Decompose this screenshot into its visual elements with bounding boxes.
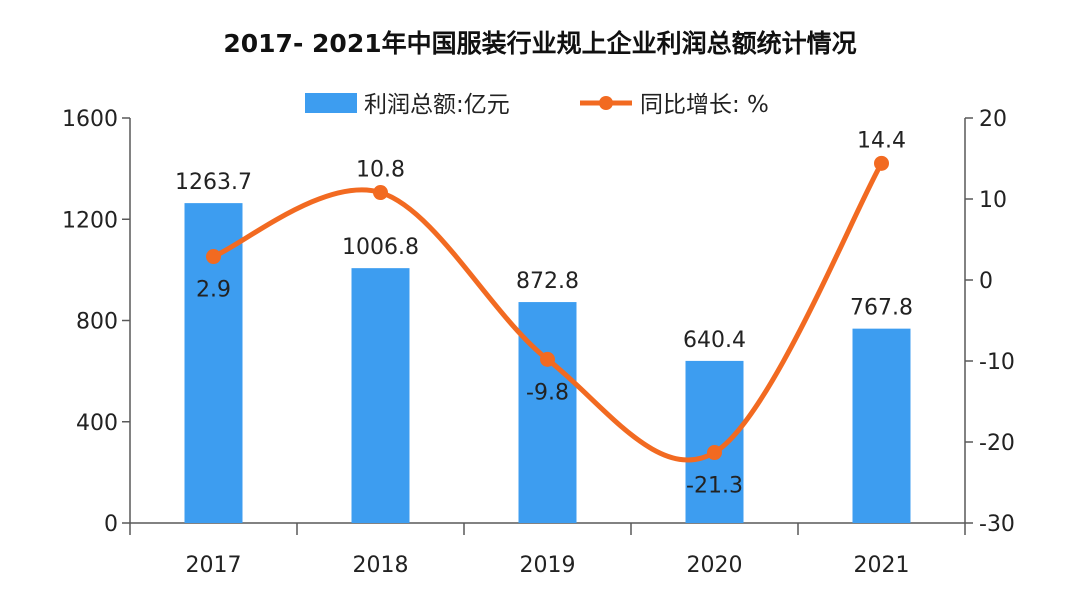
legend-line-marker [599, 96, 613, 110]
growth-value-label: 10.8 [356, 158, 405, 183]
right-tick-label: 10 [979, 188, 1007, 213]
legend-line-label: 同比增长: % [640, 92, 769, 118]
left-tick-label: 400 [76, 411, 118, 436]
bar-value-label: 767.8 [850, 296, 913, 321]
growth-point-2017 [206, 249, 221, 265]
bar-2021 [852, 328, 911, 523]
growth-point-2021 [874, 155, 889, 171]
growth-point-2018 [373, 185, 388, 201]
left-tick-label: 1200 [62, 208, 118, 233]
growth-value-label: -21.3 [686, 474, 743, 499]
left-tick-label: 0 [104, 512, 118, 537]
legend-bar-swatch [305, 93, 357, 113]
bar-2020 [685, 360, 744, 523]
legend-bar-label: 利润总额:亿元 [364, 92, 510, 118]
right-tick-label: -10 [979, 350, 1015, 375]
chart-title: 2017- 2021年中国服装行业规上企业利润总额统计情况 [223, 29, 856, 58]
right-tick-label: -20 [979, 431, 1015, 456]
x-tick-label: 2021 [854, 553, 910, 578]
growth-value-label: 2.9 [196, 278, 231, 303]
growth-point-2020 [707, 445, 722, 461]
right-tick-label: 0 [979, 269, 993, 294]
x-tick-label: 2019 [520, 553, 576, 578]
growth-value-label: 14.4 [857, 128, 906, 153]
growth-value-label: -9.8 [526, 380, 569, 405]
right-tick-label: -30 [979, 512, 1015, 537]
legend: 利润总额:亿元 同比增长: % [305, 92, 769, 118]
left-tick-label: 1600 [62, 107, 118, 132]
growth-line [211, 160, 884, 463]
left-tick-label: 800 [76, 310, 118, 335]
bar-value-label: 640.4 [683, 328, 746, 353]
bar-value-label: 872.8 [516, 269, 579, 294]
bar-2018 [351, 268, 410, 523]
x-tick-label: 2018 [353, 553, 409, 578]
bar-value-label: 1263.7 [175, 170, 252, 195]
growth-point-2019 [540, 351, 555, 367]
x-tick-label: 2017 [186, 553, 242, 578]
bar-2019 [518, 302, 577, 523]
x-tick-label: 2020 [687, 553, 743, 578]
bar-value-label: 1006.8 [342, 235, 419, 260]
right-tick-label: 20 [979, 107, 1007, 132]
